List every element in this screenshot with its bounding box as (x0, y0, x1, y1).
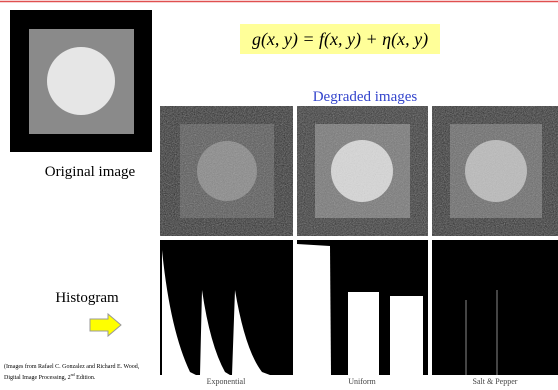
degraded-uniform (297, 106, 428, 236)
noise-label: Salt & Pepper (473, 377, 518, 386)
noise-label: Uniform (348, 377, 376, 386)
degraded-title: Degraded images (313, 89, 418, 105)
degraded-exponential (160, 106, 293, 236)
histogram-label: Histogram (55, 290, 119, 306)
histogram-uniform (297, 240, 428, 375)
formula: g(x, y) = f(x, y) + η(x, y) (252, 29, 428, 50)
histogram-salt-pepper (432, 240, 558, 375)
noise-label: Exponential (207, 377, 246, 386)
arrow (90, 314, 121, 336)
citation: (Images from Rafael C. Gonzalez and Rich… (4, 364, 154, 382)
degraded-salt-pepper (432, 106, 558, 236)
original-label: Original image (45, 164, 136, 180)
citation-suffix: Edition. (75, 375, 96, 381)
histogram-exponential (160, 240, 293, 375)
original-image (10, 10, 152, 152)
slide: Original image g(x, y) = f(x, y) + η(x, … (0, 0, 558, 390)
